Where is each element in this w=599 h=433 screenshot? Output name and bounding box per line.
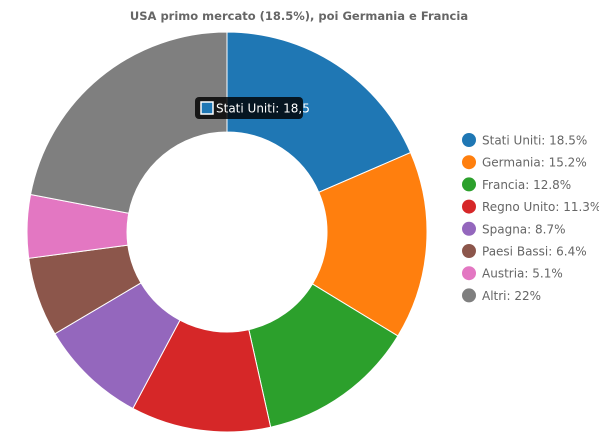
legend-item-paesi-bassi[interactable]: Paesi Bassi: 6.4% — [462, 244, 587, 259]
legend-swatch — [462, 221, 476, 236]
legend: Stati Uniti: 18.5% Germania: 15.2% Francia… — [462, 133, 599, 303]
slice-altri[interactable] — [29, 31, 228, 214]
donut-slices — [26, 31, 428, 433]
tooltip-swatch — [200, 101, 214, 115]
slice-germania[interactable] — [311, 151, 428, 337]
tooltip: Stati Uniti: 18,5 — [195, 97, 310, 119]
legend-item-austria[interactable]: Austria: 5.1% — [462, 266, 563, 281]
legend-swatch — [462, 133, 476, 147]
legend-label: Paesi Bassi: 6.4% — [482, 245, 587, 259]
legend-label: Austria: 5.1% — [482, 267, 563, 281]
legend-swatch — [462, 155, 476, 170]
legend-swatch — [462, 199, 476, 214]
legend-swatch — [462, 244, 476, 258]
legend-item-francia[interactable]: Francia: 12.8% — [462, 177, 571, 192]
legend-swatch — [462, 288, 476, 303]
tooltip-background — [195, 97, 303, 119]
legend-label: Stati Uniti: 18.5% — [482, 134, 587, 148]
tooltip-box: Stati Uniti: 18,5 — [195, 97, 310, 119]
legend-item-altri[interactable]: Altri: 22% — [462, 288, 541, 303]
legend-item-germania[interactable]: Germania: 15.2% — [462, 155, 587, 170]
legend-label: Regno Unito: 11.3% — [482, 200, 599, 214]
legend-swatch — [462, 177, 476, 192]
tooltip-text: Stati Uniti: 18,5 — [216, 102, 310, 116]
slice-stati-uniti[interactable] — [226, 31, 412, 193]
legend-label: Germania: 15.2% — [482, 156, 587, 170]
legend-item-stati-uniti[interactable]: Stati Uniti: 18.5% — [462, 133, 587, 148]
legend-item-regno-unito[interactable]: Regno Unito: 11.3% — [462, 199, 599, 215]
legend-label: Francia: 12.8% — [482, 178, 571, 192]
legend-swatch — [462, 266, 476, 281]
chart-title: USA primo mercato (18.5%), poi Germania … — [130, 9, 468, 23]
legend-label: Spagna: 8.7% — [482, 222, 566, 236]
legend-label: Altri: 22% — [482, 289, 541, 303]
legend-item-spagna[interactable]: Spagna: 8.7% — [462, 221, 566, 237]
